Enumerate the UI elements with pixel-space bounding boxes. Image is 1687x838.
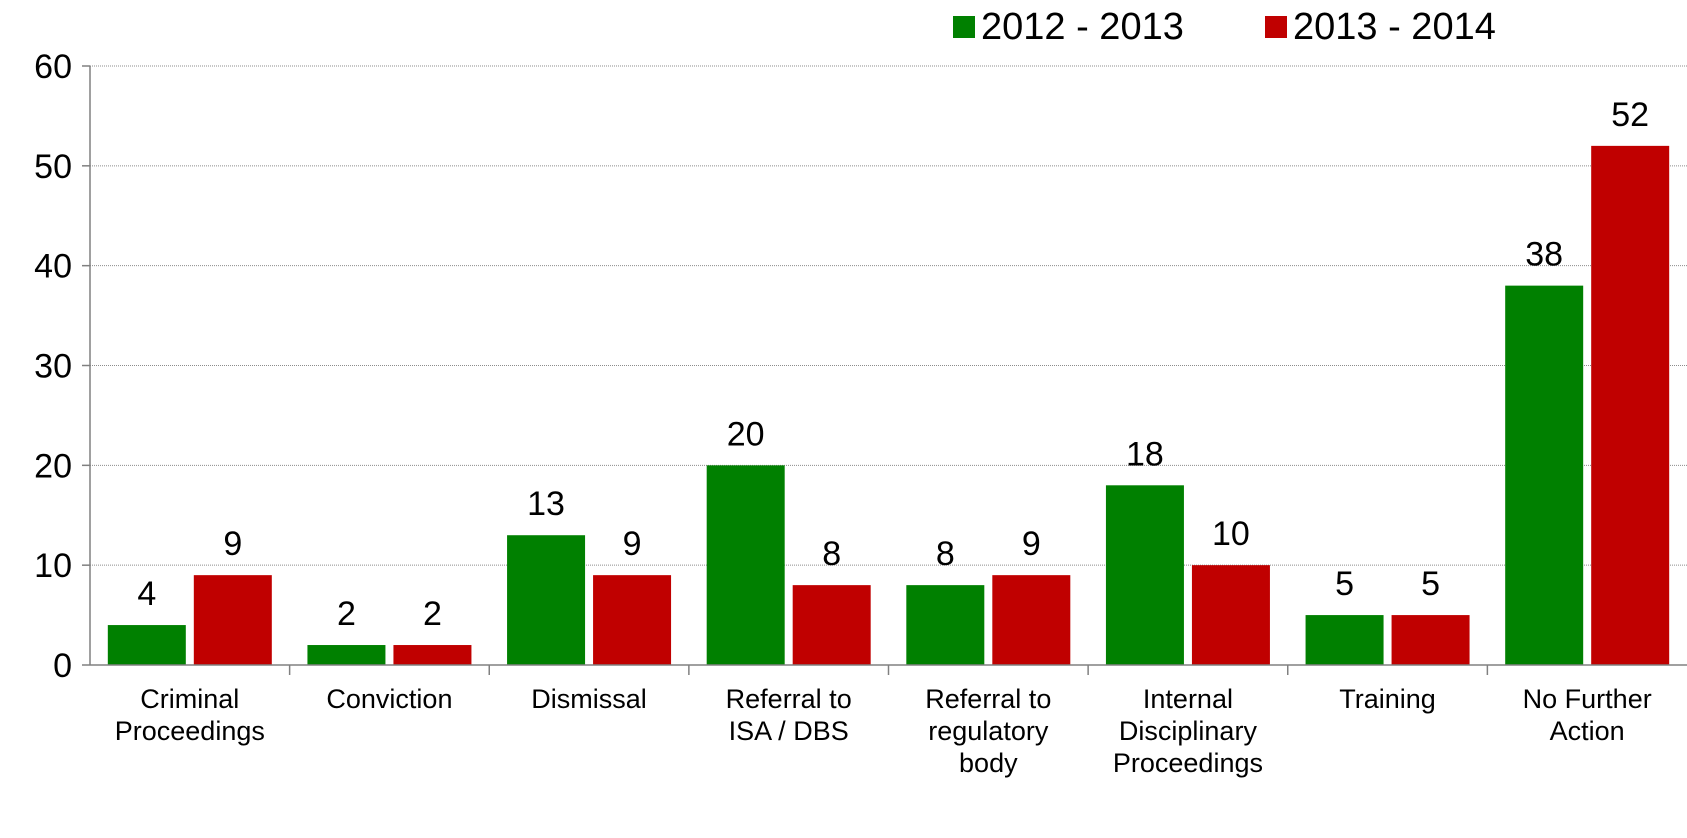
- category-label: Training: [1339, 684, 1436, 714]
- category-label: Proceedings: [115, 716, 265, 746]
- y-tick-label: 0: [53, 647, 72, 685]
- bar: [1591, 145, 1670, 665]
- bar: [906, 585, 985, 665]
- category-label: Referral to: [925, 684, 1051, 714]
- bar: [1391, 615, 1470, 665]
- gridlines: [90, 65, 1687, 566]
- category-label: Criminal: [140, 684, 239, 714]
- bar: [792, 585, 871, 665]
- data-label: 10: [1212, 515, 1250, 553]
- data-label: 8: [936, 535, 955, 573]
- bar: [193, 575, 272, 665]
- data-labels: 4 9 2 2 13 9 20 8 8 9 18 10 5 5 38 52: [137, 96, 1649, 633]
- y-tick-labels: 0 10 20 30 40 50 60: [34, 48, 72, 685]
- data-label: 9: [1022, 525, 1041, 563]
- data-label: 4: [137, 575, 156, 613]
- category-label: Conviction: [326, 684, 452, 714]
- data-label: 2: [337, 595, 356, 633]
- data-label: 9: [223, 525, 242, 563]
- category-label: regulatory: [928, 716, 1049, 746]
- category-label: ISA / DBS: [729, 716, 849, 746]
- y-tick-label: 60: [34, 48, 72, 86]
- y-tick-label: 50: [34, 148, 72, 186]
- legend-swatch: [1265, 16, 1287, 38]
- category-label: Disciplinary: [1119, 716, 1258, 746]
- y-tick-label: 20: [34, 447, 72, 485]
- y-tick-label: 30: [34, 348, 72, 386]
- category-label: Proceedings: [1113, 748, 1263, 778]
- category-label: Internal: [1143, 684, 1233, 714]
- bar: [706, 465, 785, 665]
- legend-label: 2013 - 2014: [1293, 6, 1496, 48]
- category-label: body: [959, 748, 1018, 778]
- bar: [393, 645, 472, 665]
- legend-label: 2012 - 2013: [981, 6, 1184, 48]
- bar: [507, 535, 586, 665]
- bar: [107, 625, 186, 665]
- legend-swatch: [953, 16, 975, 38]
- data-label: 9: [623, 525, 642, 563]
- category-label: Referral to: [726, 684, 852, 714]
- bar: [1305, 615, 1384, 665]
- bar: [1105, 485, 1184, 665]
- data-label: 5: [1421, 565, 1440, 603]
- bar: [593, 575, 672, 665]
- bar: [1505, 285, 1584, 665]
- legend: 2012 - 2013 2013 - 2014: [953, 6, 1496, 48]
- bar: [1191, 565, 1270, 665]
- bar: [307, 645, 386, 665]
- data-label: 5: [1335, 565, 1354, 603]
- category-label: No Further: [1523, 684, 1652, 714]
- y-tick-label: 40: [34, 248, 72, 286]
- bar: [992, 575, 1071, 665]
- data-label: 52: [1611, 96, 1649, 134]
- data-label: 2: [423, 595, 442, 633]
- bars: [107, 145, 1670, 665]
- category-label: Action: [1550, 716, 1625, 746]
- data-label: 38: [1525, 236, 1563, 274]
- data-label: 8: [822, 535, 841, 573]
- axes: [82, 65, 1687, 675]
- data-label: 13: [527, 485, 565, 523]
- data-label: 20: [727, 415, 765, 453]
- y-tick-label: 10: [34, 547, 72, 585]
- data-label: 18: [1126, 435, 1164, 473]
- category-label: Dismissal: [531, 684, 647, 714]
